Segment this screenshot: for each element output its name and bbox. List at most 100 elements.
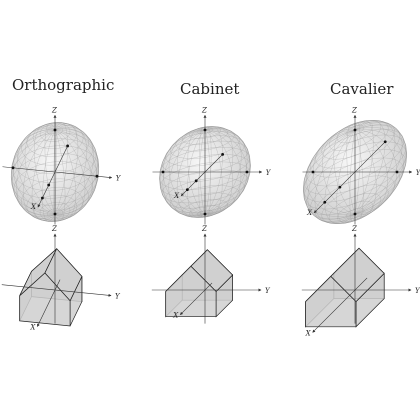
z-axis-label: Z (201, 106, 207, 114)
sphere-longitude (54, 125, 88, 215)
house-orthographic: X Y Z (1, 225, 121, 331)
sphere-longitude (199, 127, 206, 215)
sphere-longitude (54, 123, 79, 215)
sphere-longitude (204, 126, 234, 215)
sphere-longitude (204, 126, 212, 215)
sphere-longitude (159, 129, 206, 216)
axis-point (338, 185, 342, 189)
sphere-longitude (204, 127, 242, 215)
sphere-longitude (159, 129, 206, 215)
axis-point (221, 152, 225, 156)
axis-point (353, 128, 357, 132)
axis-point (203, 212, 207, 216)
axis-point (203, 128, 207, 132)
sphere-longitude (307, 129, 356, 222)
sphere-longitude (22, 129, 56, 219)
sphere-longitude (354, 122, 361, 215)
sphere-cabinet: X Y Z (152, 106, 272, 225)
sphere-longitude (354, 129, 404, 215)
house-y-label: Y (415, 287, 420, 295)
sphere-longitude (204, 128, 251, 215)
house-z-label: Z (201, 225, 207, 233)
house-x-axis (179, 282, 213, 316)
sphere-longitude (16, 129, 56, 217)
z-axis-label: Z (51, 106, 57, 114)
sphere-longitude (54, 129, 99, 215)
axis-point (185, 188, 189, 192)
axis-point (95, 174, 99, 178)
z-axis-label: Z (351, 106, 357, 114)
house-x-axis (37, 279, 61, 327)
sphere-longitude (168, 129, 206, 215)
axis-point (353, 212, 357, 216)
sphere-longitude (354, 129, 377, 217)
sphere-longitude (354, 124, 407, 215)
sphere-cavalier: X Y Z (302, 106, 420, 225)
sphere-longitude (31, 129, 56, 221)
house-x-label: X (172, 312, 179, 320)
sphere-longitude (34, 124, 56, 215)
axis-point (383, 140, 387, 144)
house-z-label: Z (351, 225, 357, 233)
house-front-face (165, 265, 217, 318)
house-x-axis (312, 277, 368, 333)
house-x-label: X (29, 323, 36, 331)
sphere-longitude (303, 129, 356, 220)
axis-point (323, 200, 327, 204)
sphere-longitude (354, 122, 403, 215)
sphere-longitude (333, 127, 356, 215)
sphere-mesh (11, 122, 99, 222)
sphere-longitude (54, 129, 66, 221)
house-y-axis (1, 284, 112, 297)
sphere-longitude (354, 120, 374, 215)
sphere-axes (302, 114, 413, 225)
sphere-longitude (303, 129, 356, 217)
panel-title-cabinet: Cabinet (180, 80, 240, 98)
sphere-longitude (176, 129, 206, 218)
sphere-longitude (54, 128, 98, 215)
sphere-longitude (44, 123, 56, 215)
y-axis-label: Y (116, 175, 122, 183)
house-z-label: Z (51, 225, 57, 233)
x-axis-label: X (306, 209, 313, 217)
sphere-longitude (204, 129, 211, 217)
sphere-longitude (54, 122, 57, 215)
axis-point (395, 170, 399, 174)
house-axes (151, 233, 262, 324)
sphere-longitude (354, 120, 396, 215)
sphere-longitude (354, 129, 364, 220)
sphere-longitude (322, 129, 356, 215)
house-front-face (305, 275, 357, 328)
house-cavalier: X Y Z (301, 225, 420, 337)
house-axes (301, 233, 412, 333)
axis-point (11, 166, 15, 170)
axis-point (245, 170, 249, 174)
sphere-longitude (198, 129, 206, 218)
house-front-face (19, 272, 71, 327)
x-axis-label: X (30, 203, 37, 211)
sphere-longitude (354, 129, 388, 215)
sphere-longitude (354, 127, 407, 215)
sphere-longitude (54, 129, 76, 220)
sphere-longitude (306, 129, 356, 215)
sphere-longitude (346, 124, 356, 215)
house-axes (1, 233, 112, 327)
sphere-longitude (24, 126, 56, 215)
x-axis-label: X (173, 192, 180, 200)
panel-title-orthographic: Orthographic (12, 76, 115, 94)
sphere-longitude (11, 129, 56, 215)
axis-point (161, 170, 165, 174)
sphere-orthographic: X Y Z (2, 106, 122, 225)
sphere-longitude (336, 129, 356, 224)
y-axis-line (2, 166, 113, 179)
sphere-longitude (54, 129, 93, 216)
axis-point (41, 196, 44, 200)
sphere-longitude (177, 128, 206, 215)
sphere-longitude (53, 129, 56, 222)
house-cabinet: X Y Z (151, 225, 271, 324)
y-axis-label: Y (416, 169, 420, 177)
axis-point (53, 212, 57, 216)
axis-point (194, 179, 198, 183)
